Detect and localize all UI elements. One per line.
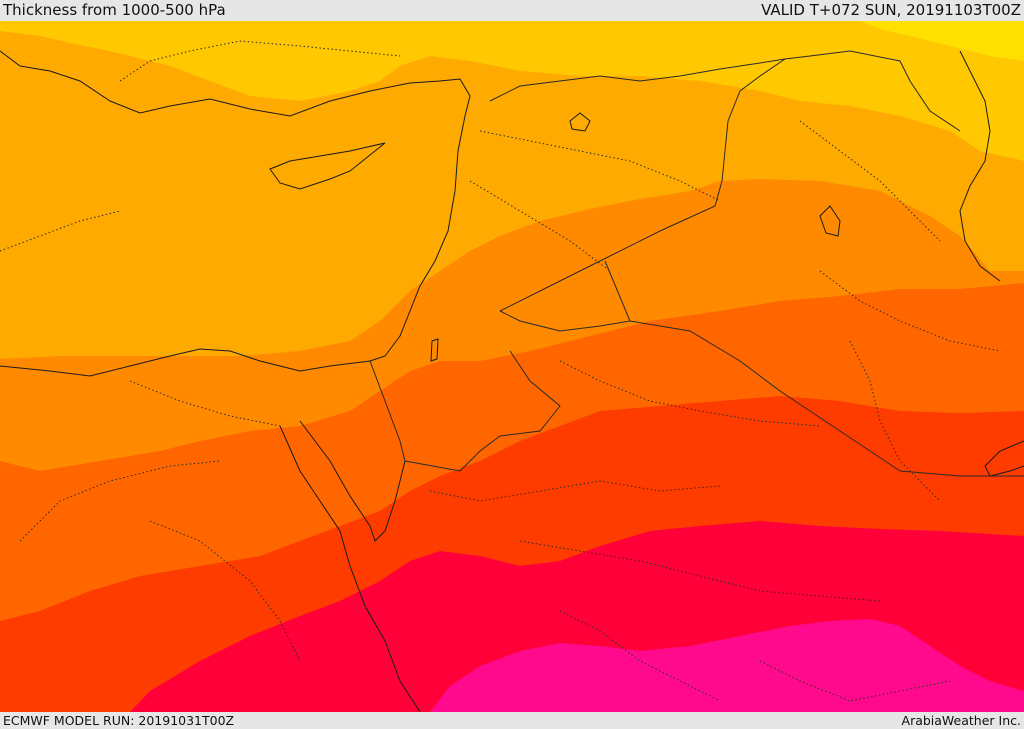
coastline-gulf-suez: [299, 420, 406, 542]
coastline-caspian: [959, 50, 1001, 282]
province-line: [19, 460, 221, 542]
province-line: [119, 40, 401, 82]
border-egypt-israel: [369, 360, 406, 462]
province-boundaries: [0, 40, 1001, 702]
credit-label: ArabiaWeather Inc.: [901, 713, 1021, 728]
dead-sea: [430, 338, 439, 362]
province-line: [519, 540, 881, 602]
province-line: [469, 180, 611, 272]
band-3: [0, 21, 1024, 359]
lake-tuz: [569, 112, 591, 132]
coastline-turkey: [0, 50, 471, 117]
map-footer: ECMWF MODEL RUN: 20191031T00Z ArabiaWeat…: [0, 712, 1024, 729]
coastline-levant: [369, 115, 466, 362]
map-header: Thickness from 1000-500 hPa VALID T+072 …: [0, 0, 1024, 21]
border-jordan-saudi: [499, 260, 631, 332]
border-turkey-syria: [489, 58, 786, 102]
country-borders: [369, 50, 1024, 477]
coastline-egypt: [0, 348, 371, 377]
border-syria-iraq: [499, 58, 786, 312]
model-run-label: ECMWF MODEL RUN: 20191031T00Z: [3, 713, 235, 728]
border-saudi-iraq: [629, 320, 1024, 477]
province-line: [559, 360, 821, 427]
coastline-cyprus: [269, 142, 386, 190]
valid-time: VALID T+072 SUN, 20191103T00Z: [761, 1, 1021, 19]
coastline-persian-gulf: [984, 440, 1024, 477]
map-title: Thickness from 1000-500 hPa: [3, 1, 226, 19]
lake-urmia: [819, 205, 841, 237]
map-canvas: [0, 21, 1024, 712]
coastlines: [0, 50, 1024, 712]
coastline-red-sea: [279, 425, 421, 712]
band-2: [0, 21, 1024, 161]
border-saudi-jordan-south: [404, 350, 561, 472]
province-line: [0, 210, 121, 252]
province-line: [819, 270, 1001, 352]
border-iran-iraq: [784, 50, 961, 132]
province-line: [799, 120, 941, 242]
band-1: [860, 21, 1024, 61]
band-8: [430, 619, 1024, 712]
thickness-map: [0, 21, 1024, 712]
